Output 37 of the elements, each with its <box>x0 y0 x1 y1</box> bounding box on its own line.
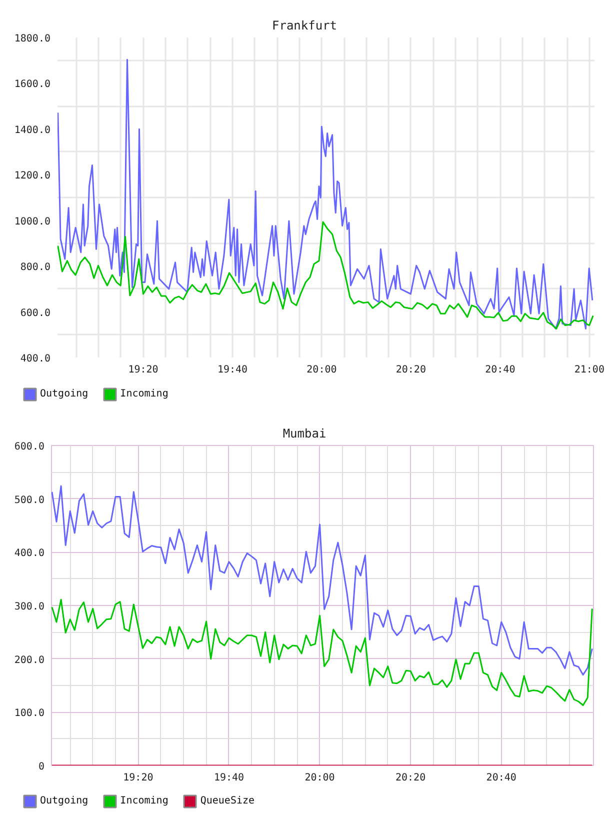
legend-label: Outgoing <box>40 796 88 806</box>
x-tick-label: 20:00 <box>306 364 337 376</box>
y-tick-label: 600.0 <box>20 308 51 319</box>
y-tick-label: 1200.0 <box>14 170 50 182</box>
x-tick-label: 21:00 <box>574 364 604 376</box>
y-tick-label: 400.0 <box>20 354 51 364</box>
x-tick-label: 19:40 <box>214 772 244 784</box>
x-tick-label: 20:20 <box>396 772 426 784</box>
y-tick-label: 400.0 <box>14 548 45 560</box>
y-tick-label: 0 <box>38 762 45 772</box>
x-tick-label: 19:40 <box>217 364 248 376</box>
x-tick-label: 20:40 <box>486 772 516 784</box>
y-tick-label: 1800.0 <box>14 34 50 44</box>
x-tick-label: 20:00 <box>304 772 335 784</box>
y-tick-label: 800.0 <box>20 262 51 274</box>
y-tick-label: 500.0 <box>14 494 45 506</box>
y-tick-label: 100.0 <box>14 708 45 720</box>
legend-label: Incoming <box>120 796 168 806</box>
x-tick-label: 20:20 <box>396 364 426 376</box>
x-tick-label: 19:20 <box>128 364 158 376</box>
y-tick-label: 1400.0 <box>14 124 50 136</box>
y-tick-label: 600.0 <box>14 442 45 452</box>
legend-label: Outgoing <box>40 388 88 399</box>
legend-label: QueueSize <box>200 796 255 806</box>
line-series <box>58 221 594 330</box>
legend-label: Incoming <box>120 388 168 399</box>
y-tick-label: 1600.0 <box>14 79 50 90</box>
x-tick-label: 19:20 <box>123 772 154 784</box>
x-tick-label: 20:40 <box>485 364 516 376</box>
y-tick-label: 300.0 <box>14 602 45 612</box>
chart-title: Mumbai <box>282 426 326 440</box>
line-series <box>52 485 593 676</box>
line-series <box>58 58 594 330</box>
y-tick-label: 1000.0 <box>14 216 50 228</box>
y-tick-label: 200.0 <box>14 654 45 666</box>
line-series <box>52 598 593 706</box>
chart-title: Frankfurt <box>272 18 338 32</box>
